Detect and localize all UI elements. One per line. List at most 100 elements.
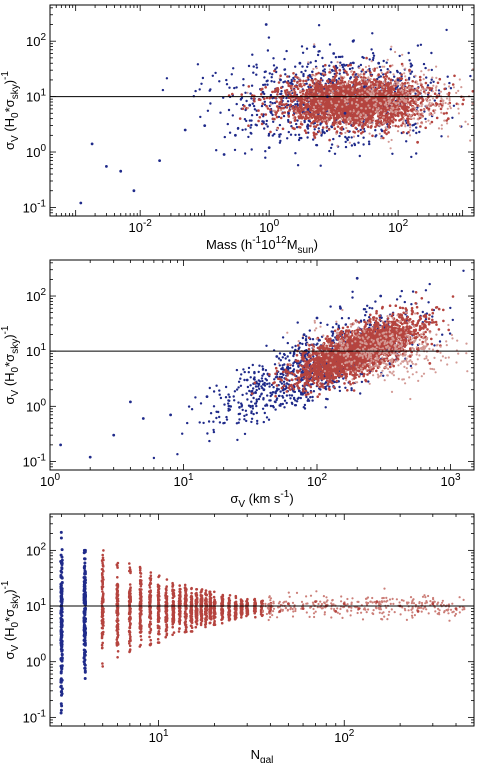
data-point [262, 83, 265, 87]
data-point [236, 127, 240, 130]
data-point [328, 149, 331, 153]
data-point [424, 81, 428, 85]
data-point [394, 50, 397, 54]
data-point [407, 87, 410, 90]
data-point [359, 98, 363, 102]
data-point [364, 113, 367, 117]
data-point [245, 119, 248, 123]
data-point [346, 100, 349, 103]
data-point [300, 85, 303, 88]
data-point [311, 81, 315, 84]
tick-base: 10 [388, 220, 402, 235]
data-point [402, 114, 405, 117]
data-point [357, 121, 360, 124]
data-point [268, 385, 271, 388]
data-point [416, 92, 419, 95]
data-point [338, 385, 341, 389]
data-point [448, 105, 451, 108]
data-point [341, 83, 344, 86]
data-point [158, 159, 162, 163]
data-point [438, 77, 442, 81]
data-point [293, 92, 297, 96]
data-point [360, 107, 363, 110]
data-point [411, 80, 415, 83]
label-part: ) [2, 80, 17, 84]
data-point [417, 110, 420, 113]
data-point [279, 74, 282, 77]
data-point [252, 396, 255, 400]
data-point [286, 75, 289, 78]
data-point [361, 91, 364, 94]
data-point [206, 109, 210, 113]
data-point [404, 123, 407, 126]
data-point [275, 100, 279, 103]
data-point [381, 114, 384, 117]
data-point [350, 387, 353, 390]
data-point [389, 71, 392, 74]
data-point [308, 84, 312, 87]
data-point [303, 119, 306, 123]
data-point [302, 89, 305, 92]
data-point [359, 128, 362, 132]
data-point [303, 129, 307, 132]
data-point [260, 377, 264, 380]
data-point [407, 130, 410, 134]
data-point [466, 123, 470, 126]
data-point [345, 123, 348, 126]
data-point [386, 86, 390, 90]
data-point [407, 91, 410, 94]
data-point [304, 69, 307, 73]
data-point [389, 98, 392, 101]
data-point [419, 108, 423, 112]
data-point [309, 61, 312, 64]
data-point [469, 74, 472, 78]
data-point [446, 75, 449, 78]
data-point [152, 456, 156, 460]
data-point [404, 90, 407, 93]
data-point [369, 71, 372, 74]
data-point [402, 85, 405, 88]
data-point [419, 89, 422, 92]
data-point [413, 113, 417, 117]
data-point [383, 111, 386, 114]
data-point [254, 385, 258, 388]
data-point [379, 112, 383, 115]
data-point [355, 98, 359, 102]
data-point [298, 77, 301, 80]
data-point [323, 119, 327, 122]
data-point [330, 61, 333, 64]
data-point [326, 85, 329, 89]
data-point [241, 128, 244, 132]
data-point [371, 122, 374, 125]
data-point [339, 75, 342, 78]
data-point [218, 80, 221, 83]
data-point [281, 127, 285, 131]
data-point [357, 141, 360, 144]
data-point [351, 67, 354, 70]
data-point [305, 113, 308, 117]
data-point [337, 107, 341, 111]
data-point [294, 110, 297, 113]
data-point [362, 143, 365, 146]
data-point [419, 43, 423, 46]
data-point [397, 114, 400, 118]
data-point [262, 397, 265, 400]
data-point [266, 107, 270, 110]
data-point [300, 370, 304, 374]
data-point [382, 73, 385, 76]
data-point [257, 370, 260, 374]
data-point [393, 85, 396, 88]
data-point [264, 150, 267, 153]
data-point [352, 135, 356, 138]
data-point [312, 105, 315, 109]
data-point [394, 124, 398, 128]
data-point [414, 106, 417, 110]
data-point [255, 398, 258, 401]
data-point [263, 76, 266, 79]
data-point [339, 127, 342, 130]
data-point [196, 63, 200, 66]
data-point [330, 125, 333, 128]
data-point [273, 132, 276, 136]
data-point [231, 114, 234, 117]
data-point [228, 131, 232, 134]
